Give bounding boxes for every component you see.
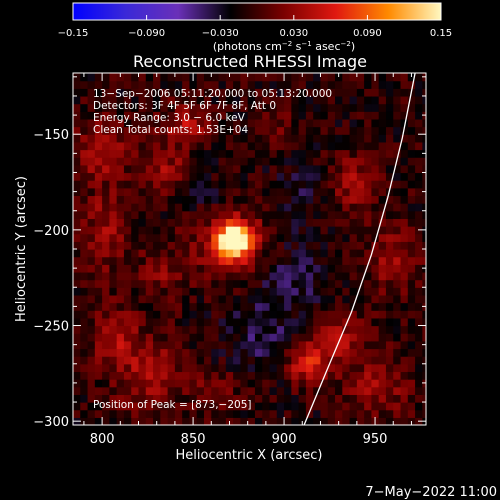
solar-limb-line [303, 73, 416, 425]
footer-date: 7−May−2022 11:00 [365, 485, 497, 500]
x-tick-label: 900 [272, 432, 297, 447]
colorbar [72, 2, 442, 21]
colorbar-tick-label: 0.030 [279, 28, 308, 39]
colorbar-tick-label: −0.15 [58, 28, 89, 39]
y-tick-label: −200 [33, 224, 69, 239]
observation-info: 13−Sep−2006 05:11:20.000 to 05:13:20.000… [93, 88, 332, 136]
y-tick-label: −250 [33, 320, 69, 335]
peak-position-label: Position of Peak = [873,−205] [93, 399, 252, 411]
colorbar-unit-label: (photons cm−2 s−1 asec−2) [213, 40, 355, 53]
x-tick-label: 800 [90, 432, 115, 447]
y-tick-label: −150 [33, 128, 69, 143]
info-detectors: Detectors: 3F 4F 5F 6F 7F 8F, Att 0 [93, 100, 276, 112]
info-energy-range: Energy Range: 3.0 − 6.0 keV [93, 112, 246, 124]
axes: 800 850 900 950 −150 −200 −250 −300 [33, 73, 426, 447]
info-total-counts: Clean Total counts: 1.53E+04 [93, 124, 248, 136]
x-tick-label: 950 [363, 432, 388, 447]
colorbar-ticks: −0.15 −0.090 −0.030 0.030 0.090 0.15 [58, 15, 452, 39]
colorbar-tick-label: −0.090 [128, 28, 165, 39]
heatmap-image [73, 73, 426, 425]
x-tick-label: 850 [181, 432, 206, 447]
y-axis-label: Heliocentric Y (arcsec) [14, 176, 29, 322]
y-tick-label: −300 [33, 415, 69, 430]
info-time-range: 13−Sep−2006 05:11:20.000 to 05:13:20.000 [93, 88, 332, 100]
colorbar-tick-label: 0.090 [353, 28, 382, 39]
colorbar-tick-label: 0.15 [430, 28, 452, 39]
chart-title: Reconstructed RHESSI Image [133, 52, 367, 71]
colorbar-tick-label: −0.030 [202, 28, 239, 39]
x-axis-label: Heliocentric X (arcsec) [176, 448, 323, 463]
